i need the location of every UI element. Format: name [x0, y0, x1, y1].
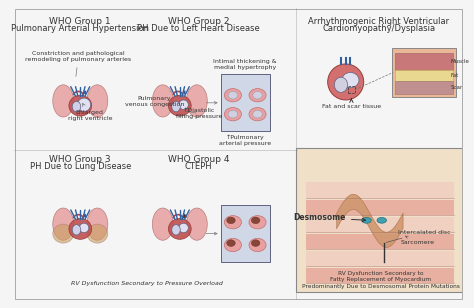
Text: Constriction and pathological
remodeling of pulmonary arteries: Constriction and pathological remodeling… — [25, 51, 131, 76]
Ellipse shape — [72, 225, 81, 235]
Ellipse shape — [182, 215, 186, 218]
Text: ↑Diastolic
filling pressure: ↑Diastolic filling pressure — [175, 108, 222, 119]
Ellipse shape — [179, 100, 188, 109]
FancyBboxPatch shape — [220, 74, 270, 131]
Ellipse shape — [228, 91, 237, 99]
Ellipse shape — [253, 110, 262, 118]
Ellipse shape — [172, 101, 180, 112]
Ellipse shape — [377, 217, 386, 223]
Ellipse shape — [172, 225, 180, 235]
Text: WHO Group 2: WHO Group 2 — [168, 18, 229, 26]
Ellipse shape — [79, 223, 89, 233]
FancyBboxPatch shape — [306, 182, 454, 198]
Ellipse shape — [253, 91, 262, 99]
Ellipse shape — [152, 208, 173, 240]
Ellipse shape — [342, 72, 359, 88]
Text: Sarcomere: Sarcomere — [401, 236, 435, 245]
Ellipse shape — [249, 89, 266, 102]
FancyBboxPatch shape — [296, 148, 465, 292]
Text: Arrhythmogenic Right Ventricular: Arrhythmogenic Right Ventricular — [308, 18, 449, 26]
FancyBboxPatch shape — [220, 205, 270, 262]
Ellipse shape — [362, 217, 371, 223]
Text: Fat: Fat — [451, 73, 459, 78]
FancyBboxPatch shape — [306, 200, 454, 215]
Ellipse shape — [179, 223, 188, 233]
Text: Desmosome: Desmosome — [293, 213, 365, 222]
Text: CTEPH: CTEPH — [185, 162, 212, 171]
Text: Enlarged
right ventricle: Enlarged right ventricle — [67, 103, 112, 121]
Ellipse shape — [228, 110, 237, 118]
FancyBboxPatch shape — [306, 217, 454, 232]
Text: Pulmonary Arterial Hypertension: Pulmonary Arterial Hypertension — [11, 24, 149, 33]
Ellipse shape — [53, 208, 73, 240]
Text: WHO Group 4: WHO Group 4 — [168, 155, 229, 164]
Ellipse shape — [87, 224, 108, 243]
Text: Scar: Scar — [451, 85, 463, 90]
Ellipse shape — [72, 101, 81, 112]
Text: WHO Group 1: WHO Group 1 — [49, 18, 111, 26]
Text: Pulmonary
venous congestion: Pulmonary venous congestion — [125, 91, 184, 107]
Ellipse shape — [53, 224, 73, 243]
FancyBboxPatch shape — [395, 70, 453, 81]
Ellipse shape — [328, 64, 364, 100]
Ellipse shape — [168, 95, 191, 116]
Text: PH Due to Left Heart Disease: PH Due to Left Heart Disease — [137, 24, 260, 33]
Ellipse shape — [87, 85, 108, 117]
Ellipse shape — [77, 98, 91, 111]
FancyBboxPatch shape — [306, 251, 454, 266]
Ellipse shape — [152, 85, 173, 117]
FancyBboxPatch shape — [306, 234, 454, 249]
Ellipse shape — [251, 240, 260, 246]
Ellipse shape — [224, 107, 241, 121]
Ellipse shape — [224, 238, 241, 252]
Ellipse shape — [251, 217, 260, 224]
Ellipse shape — [249, 216, 266, 229]
Ellipse shape — [53, 85, 73, 117]
Ellipse shape — [186, 208, 207, 240]
FancyBboxPatch shape — [392, 48, 456, 97]
Text: WHO Group 3: WHO Group 3 — [49, 155, 111, 164]
Ellipse shape — [227, 240, 235, 246]
FancyBboxPatch shape — [395, 81, 453, 94]
Text: Fat and scar tissue: Fat and scar tissue — [322, 99, 381, 110]
Ellipse shape — [69, 95, 91, 116]
Text: Intimal thickening &
medial hypertrophy: Intimal thickening & medial hypertrophy — [213, 59, 277, 70]
FancyBboxPatch shape — [395, 53, 453, 70]
Text: RV Dysfunction Secondary to
Fatty Replacement of Myocardium
Predominantly Due to: RV Dysfunction Secondary to Fatty Replac… — [302, 271, 460, 289]
Ellipse shape — [87, 208, 108, 240]
Text: PH Due to Lung Disease: PH Due to Lung Disease — [29, 162, 131, 171]
Ellipse shape — [186, 85, 207, 117]
Ellipse shape — [249, 107, 266, 121]
FancyBboxPatch shape — [306, 268, 454, 283]
Ellipse shape — [227, 217, 235, 224]
Text: RV Dysfunction Secondary to Pressure Overload: RV Dysfunction Secondary to Pressure Ove… — [71, 281, 223, 286]
Ellipse shape — [168, 218, 191, 239]
Ellipse shape — [224, 89, 241, 102]
Text: Cardiomyopathy/Dysplasia: Cardiomyopathy/Dysplasia — [322, 24, 436, 33]
Text: ↑Pulmonary
arterial pressure: ↑Pulmonary arterial pressure — [219, 135, 271, 146]
Text: Muscle: Muscle — [451, 59, 470, 64]
Ellipse shape — [69, 218, 91, 239]
Ellipse shape — [224, 216, 241, 229]
Ellipse shape — [334, 77, 347, 92]
Text: Intercalated disc: Intercalated disc — [386, 230, 450, 242]
Ellipse shape — [249, 238, 266, 252]
